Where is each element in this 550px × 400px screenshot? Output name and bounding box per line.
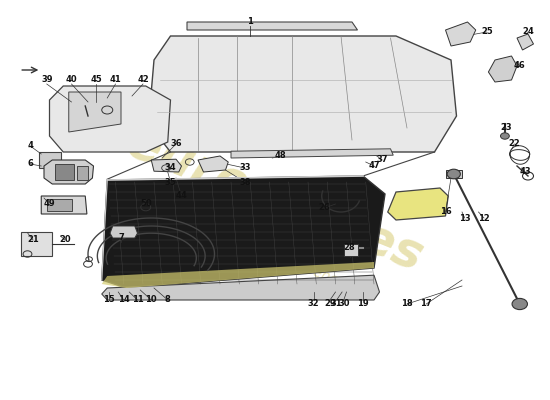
Text: 26: 26 [318,204,331,212]
Text: 19: 19 [357,300,369,308]
Text: 12: 12 [478,214,490,222]
Text: 31: 31 [331,300,343,308]
Polygon shape [50,86,170,152]
Text: 11: 11 [131,296,144,304]
Text: 47: 47 [368,162,380,170]
Text: 28: 28 [343,244,355,252]
Text: 45: 45 [90,76,102,84]
Polygon shape [55,164,74,180]
Text: 50: 50 [140,200,152,208]
Polygon shape [110,226,138,238]
Text: 29: 29 [324,300,336,308]
Polygon shape [69,92,121,132]
Text: 23: 23 [500,124,512,132]
Text: 37: 37 [377,156,388,164]
Text: 41: 41 [109,76,122,84]
Text: 42: 42 [137,76,149,84]
Text: 16: 16 [439,208,452,216]
Polygon shape [102,275,379,300]
Polygon shape [102,262,374,288]
Polygon shape [41,196,87,214]
Polygon shape [488,56,517,82]
Text: 40: 40 [65,76,78,84]
Polygon shape [517,34,534,50]
Polygon shape [187,22,358,30]
Text: 1: 1 [248,18,253,26]
Text: 15: 15 [103,296,115,304]
Circle shape [512,298,527,310]
Text: 34: 34 [164,164,177,172]
Text: 13: 13 [459,214,471,222]
Polygon shape [388,188,448,220]
Text: 46: 46 [514,62,526,70]
Text: 14: 14 [118,296,130,304]
Polygon shape [148,36,456,152]
Text: 30: 30 [338,300,349,308]
Text: 22: 22 [508,140,520,148]
Text: a passion for difference...: a passion for difference... [190,216,360,296]
Polygon shape [47,199,72,211]
Text: 25: 25 [481,28,493,36]
Polygon shape [44,160,94,184]
Polygon shape [446,22,476,46]
Circle shape [500,133,509,139]
Polygon shape [446,170,462,178]
Text: 33: 33 [239,164,250,172]
Text: 49: 49 [43,200,56,208]
Text: 18: 18 [401,300,413,308]
Text: 32: 32 [307,300,320,308]
Text: 21: 21 [27,236,39,244]
Text: eurospares: eurospares [119,118,431,282]
Text: 39: 39 [41,76,52,84]
Polygon shape [39,152,60,168]
Text: 38: 38 [239,178,250,186]
Text: 43: 43 [519,168,531,176]
Text: 4: 4 [28,142,33,150]
Polygon shape [21,232,52,256]
Text: 20: 20 [59,236,71,244]
Text: 10: 10 [145,296,157,304]
Text: 36: 36 [170,140,182,148]
Polygon shape [344,244,358,256]
Polygon shape [102,176,385,288]
Text: 6: 6 [28,160,33,168]
Text: 35: 35 [164,178,177,186]
Text: 44: 44 [175,192,188,200]
Polygon shape [77,166,88,180]
Text: 24: 24 [522,28,534,36]
Text: 48: 48 [274,152,287,160]
Polygon shape [151,159,182,172]
Text: 17: 17 [420,300,432,308]
Polygon shape [198,156,228,172]
Polygon shape [231,149,393,158]
Text: 7: 7 [118,234,124,242]
Circle shape [447,169,460,179]
Text: 8: 8 [165,296,170,304]
